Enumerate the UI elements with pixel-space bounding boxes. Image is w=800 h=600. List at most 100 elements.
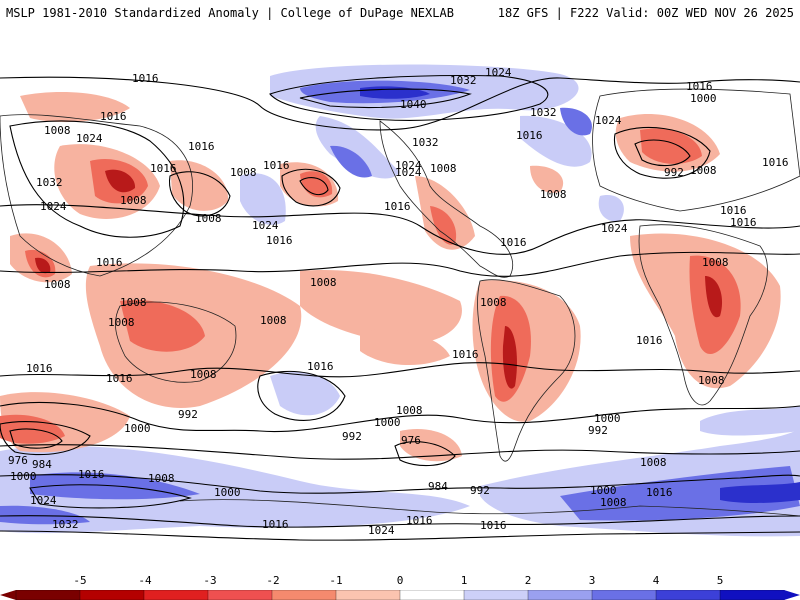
colorbar-arrow-left — [0, 590, 16, 600]
isobar-label: 1016 — [96, 256, 123, 269]
isobar-label: 1000 — [690, 92, 717, 105]
isobar-label: 1016 — [762, 156, 789, 169]
colorbar-segment — [591, 590, 657, 600]
isobar-label: 1000 — [374, 416, 401, 429]
colorbar-segment — [399, 590, 465, 600]
colorbar-segment — [527, 590, 593, 600]
isobar-label: 1024 — [601, 222, 628, 235]
isobar-label: 1016 — [307, 360, 334, 373]
isobar-label: 1024 — [485, 66, 512, 79]
isobar-label: 1008 — [44, 278, 71, 291]
colorbar-segment — [463, 590, 529, 600]
isobar-label: 984 — [32, 458, 52, 471]
isobar-label: 1016 — [480, 519, 507, 532]
isobar-label: 992 — [664, 166, 684, 179]
isobar-label: 1000 — [124, 422, 151, 435]
coastlines — [0, 88, 800, 517]
model-run-info: 18Z GFS | F222 Valid: 00Z WED NOV 26 202… — [497, 6, 794, 20]
isobar-label: 1016 — [106, 372, 133, 385]
isobar-label: 1016 — [686, 80, 713, 93]
isobar-label: 1040 — [400, 98, 427, 111]
isobar-label: 1008 — [44, 124, 71, 137]
colorbar-tick: 5 — [716, 574, 724, 587]
isobar-label: 1024 — [30, 494, 57, 507]
isobar-label: 1024 — [40, 200, 67, 213]
isobar-label: 1016 — [100, 110, 127, 123]
isobar-label: 992 — [178, 408, 198, 421]
isobar-label: 1024 — [395, 159, 422, 172]
colorbar-tick: 0 — [396, 574, 404, 587]
isobar-label: 1016 — [132, 72, 159, 85]
colorbar-segment — [271, 590, 337, 600]
isobar-label: 1016 — [188, 140, 215, 153]
isobar-label: 1016 — [266, 234, 293, 247]
isobar-label: 1008 — [430, 162, 457, 175]
isobar-label: 1016 — [720, 204, 747, 217]
isobar-label: 1016 — [646, 486, 673, 499]
colorbar-tick: 4 — [652, 574, 660, 587]
isobar-label: 1016 — [516, 129, 543, 142]
colorbar-tick: -1 — [329, 574, 343, 587]
colorbar-segment — [335, 590, 401, 600]
isobar-label: 1024 — [252, 219, 279, 232]
isobar-label: 1008 — [195, 212, 222, 225]
isobar-label: 1032 — [36, 176, 63, 189]
isobar-labels: 1016 1024 1032 1024 1016 1000 1008 1016 … — [8, 66, 789, 537]
isobar-label: 976 — [401, 434, 421, 447]
isobar-label: 1016 — [636, 334, 663, 347]
isobar-label: 1024 — [76, 132, 103, 145]
isobar-label: 1016 — [262, 518, 289, 531]
isobars — [0, 74, 800, 541]
colorbar-tick: 2 — [524, 574, 532, 587]
isobar-label: 1008 — [640, 456, 667, 469]
colorbar-segment — [15, 590, 81, 600]
isobar-label: 1008 — [600, 496, 627, 509]
colorbar-segment — [143, 590, 209, 600]
isobar-label: 1032 — [530, 106, 557, 119]
isobar-label: 1000 — [594, 412, 621, 425]
isobar-label: 1016 — [384, 200, 411, 213]
isobar-label: 1008 — [230, 166, 257, 179]
colorbar-segment — [79, 590, 145, 600]
isobar-label: 1016 — [263, 159, 290, 172]
colorbar-segment — [655, 590, 721, 600]
isobar-label: 1008 — [108, 316, 135, 329]
isobar-label: 976 — [8, 454, 28, 467]
isobar-label: 1016 — [452, 348, 479, 361]
isobar-label: 1008 — [120, 194, 147, 207]
isobar-label: 1000 — [590, 484, 617, 497]
colorbar-arrow-right — [784, 590, 800, 600]
isobar-label: 1008 — [396, 404, 423, 417]
isobar-label: 1008 — [120, 296, 147, 309]
isobar-label: 1024 — [595, 114, 622, 127]
isobar-label: 1008 — [698, 374, 725, 387]
isobar-label: 1032 — [52, 518, 79, 531]
colorbar-tick: 3 — [588, 574, 596, 587]
isobar-label: 1016 — [730, 216, 757, 229]
isobar-label: 992 — [342, 430, 362, 443]
colorbar-segment — [719, 590, 785, 600]
anomaly-colorbar — [0, 590, 800, 600]
positive-anomaly-areas — [0, 64, 800, 537]
isobar-label: 1008 — [702, 256, 729, 269]
map-title: MSLP 1981-2010 Standardized Anomaly | Co… — [6, 6, 454, 20]
isobar-label: 1008 — [310, 276, 337, 289]
isobar-label: 1000 — [10, 470, 37, 483]
isobar-label: 1008 — [260, 314, 287, 327]
strong-negative-anomaly-areas — [35, 169, 723, 389]
isobar-label: 1008 — [480, 296, 507, 309]
isobar-label: 1016 — [406, 514, 433, 527]
isobar-label: 1032 — [450, 74, 477, 87]
colorbar-tick: -4 — [138, 574, 152, 587]
isobar-label: 1008 — [540, 188, 567, 201]
isobar-label: 1016 — [500, 236, 527, 249]
colorbar-tick: -2 — [266, 574, 280, 587]
anomaly-map: 1016 1024 1032 1024 1016 1000 1008 1016 … — [0, 26, 800, 572]
isobar-label: 1024 — [368, 524, 395, 537]
colorbar-tick: 1 — [460, 574, 468, 587]
isobar-label: 1008 — [690, 164, 717, 177]
colorbar-tick: -3 — [203, 574, 217, 587]
isobar-label: 1000 — [214, 486, 241, 499]
colorbar-tick: -5 — [73, 574, 87, 587]
isobar-label: 992 — [470, 484, 490, 497]
